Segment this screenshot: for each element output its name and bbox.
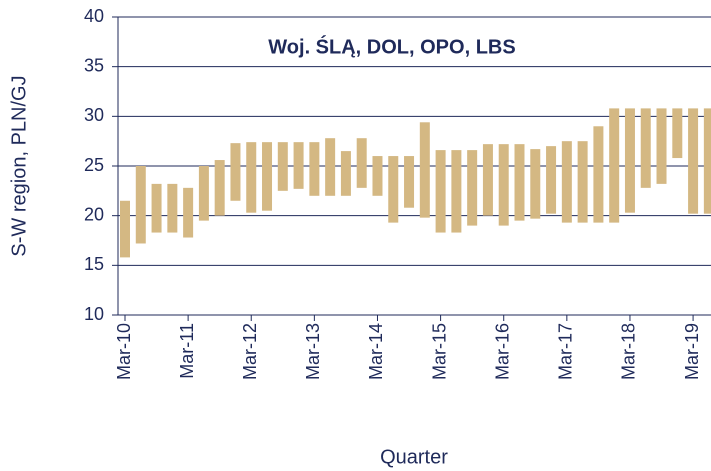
range-bar [356, 138, 367, 188]
range-bar [309, 142, 320, 196]
y-tick-label: 20 [84, 204, 104, 224]
range-bar [262, 142, 273, 211]
range-bar [135, 166, 146, 244]
range-bar [609, 108, 620, 223]
y-tick-label: 25 [84, 155, 104, 175]
range-bar [293, 142, 304, 189]
range-bar [246, 142, 257, 213]
range-bar [546, 146, 557, 214]
y-axis-label: S-W region, PLN/GJ [8, 75, 30, 256]
x-tick-label: Mar-13 [303, 323, 323, 380]
range-bar [656, 108, 667, 184]
x-tick-label: Mar-19 [682, 323, 702, 380]
range-bar [482, 144, 493, 216]
range-bar [167, 183, 178, 233]
range-bar [672, 108, 683, 159]
x-tick-label: Mar-18 [619, 323, 639, 380]
y-tick-label: 15 [84, 254, 104, 274]
range-bar [624, 108, 635, 213]
x-tick-label: Mar-11 [177, 323, 197, 379]
range-bar [340, 151, 351, 196]
range-bar [514, 144, 525, 221]
range-bar [325, 138, 336, 196]
x-tick-label: Mar-16 [492, 323, 512, 380]
range-bar [230, 143, 241, 201]
range-bar [404, 156, 415, 208]
x-tick-label: Mar-12 [240, 323, 260, 380]
range-bar [530, 149, 541, 219]
range-bar [388, 156, 399, 223]
range-bar [688, 108, 699, 214]
title-box [232, 32, 552, 64]
range-bar [593, 126, 604, 223]
range-bar [214, 160, 225, 216]
y-tick-label: 40 [84, 6, 104, 26]
range-bar [198, 166, 209, 221]
y-tick-label: 10 [84, 304, 104, 324]
range-bar [277, 142, 288, 191]
range-bar [419, 122, 430, 218]
y-tick-label: 35 [84, 55, 104, 75]
range-bar [183, 187, 194, 238]
x-axis-label: Quarter [380, 446, 448, 468]
range-bar [703, 108, 711, 214]
range-bar [577, 141, 588, 223]
range-bar [561, 141, 572, 223]
range-bar [372, 156, 383, 196]
x-tick-label: Mar-14 [366, 323, 386, 380]
range-bar [151, 183, 162, 233]
x-tick-label: Mar-10 [114, 323, 134, 380]
y-tick-label: 30 [84, 105, 104, 125]
x-tick-label: Mar-15 [429, 323, 449, 380]
range-bar [451, 150, 462, 233]
range-bar [498, 144, 509, 226]
range-bar [467, 150, 478, 226]
range-bar [120, 200, 130, 258]
range-bar [435, 150, 446, 233]
chart-title: Woj. ŚLĄ, DOL, OPO, LBS [268, 34, 515, 58]
range-bar [640, 108, 651, 188]
x-tick-label: Mar-17 [556, 323, 576, 380]
